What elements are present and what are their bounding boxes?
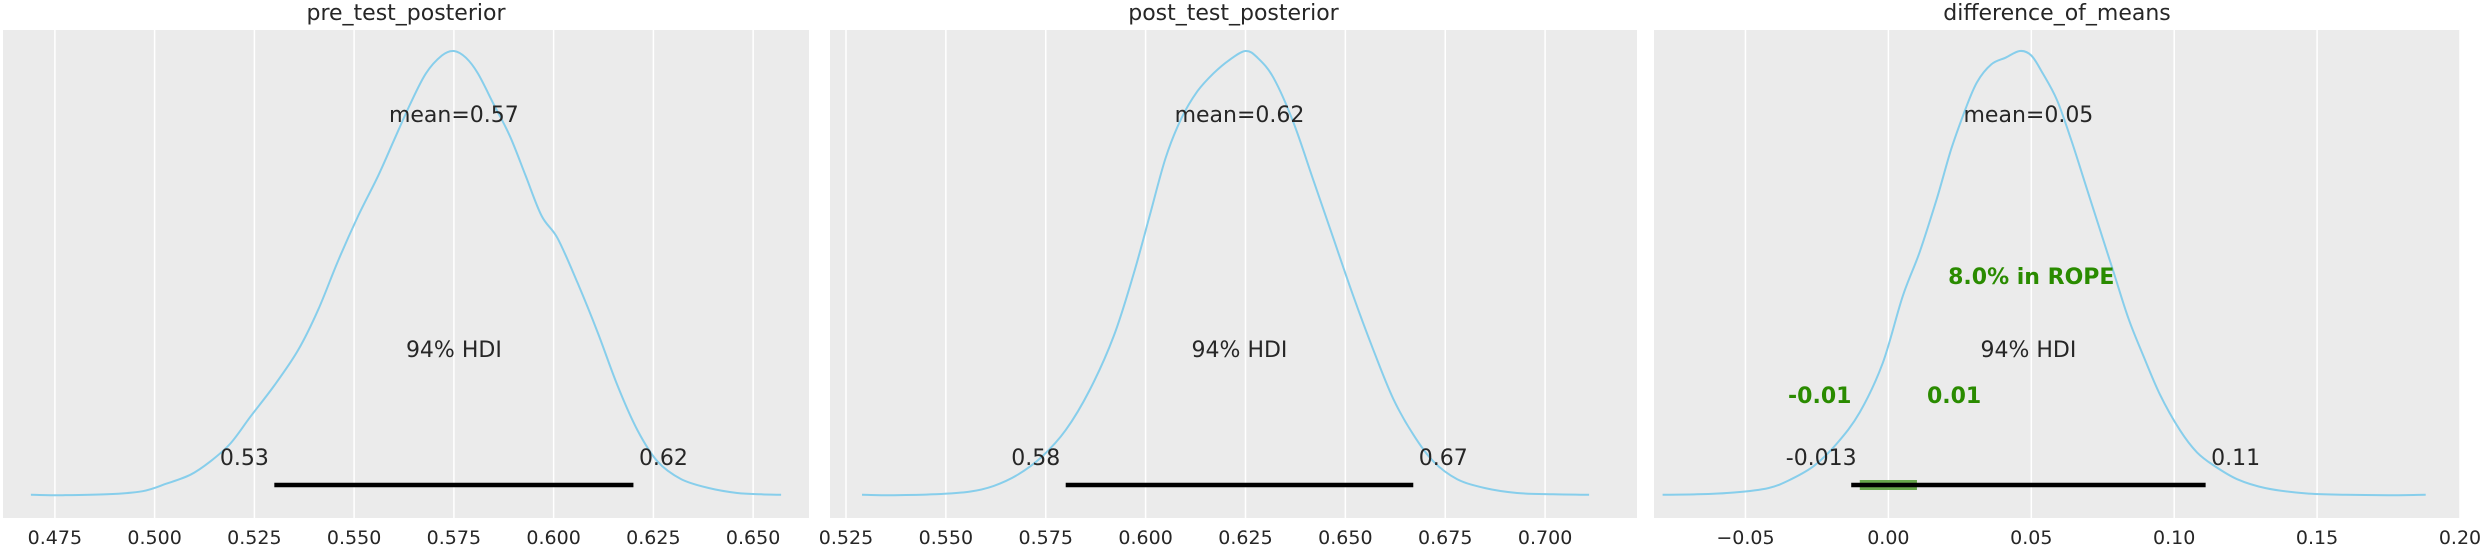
x-tick-label: 0.525 xyxy=(227,527,281,549)
plot-area xyxy=(1654,30,2460,518)
hdi-low-label: 0.53 xyxy=(220,446,269,471)
mean-label: mean=0.57 xyxy=(389,103,519,128)
mean-label: mean=0.05 xyxy=(1964,103,2094,128)
x-tick-label: 0.700 xyxy=(1518,527,1572,549)
x-tick-label: 0.575 xyxy=(427,527,481,549)
hdi-high-label: 0.67 xyxy=(1419,446,1468,471)
hdi-label: 94% HDI xyxy=(1192,338,1288,363)
x-tick-label: 0.625 xyxy=(626,527,680,549)
x-tick-label: 0.00 xyxy=(1867,527,1909,549)
x-tick-label: −0.05 xyxy=(1716,527,1774,549)
x-tick-label: 0.525 xyxy=(819,527,873,549)
rope-low-label: -0.01 xyxy=(1788,384,1851,409)
x-tick-label: 0.600 xyxy=(1118,527,1172,549)
x-tick-label: 0.675 xyxy=(1418,527,1472,549)
x-tick-label: 0.15 xyxy=(2296,527,2338,549)
hdi-high-label: 0.11 xyxy=(2211,446,2260,471)
rope-high-label: 0.01 xyxy=(1927,384,1981,409)
x-tick-label: 0.20 xyxy=(2439,527,2481,549)
hdi-high-label: 0.62 xyxy=(639,446,688,471)
panel-title: pre_test_posterior xyxy=(306,1,506,26)
hdi-label: 94% HDI xyxy=(406,338,502,363)
x-tick-label: 0.10 xyxy=(2153,527,2195,549)
panel-difference-of-means: −0.05 0.00 0.05 0.10 0.15 0.20 difference_of_m… xyxy=(1654,1,2481,549)
mean-label: mean=0.62 xyxy=(1175,103,1305,128)
panel-pre-test-posterior: 0.475 0.500 0.525 0.550 0.575 0.600 0.625 0.650… xyxy=(3,1,809,549)
x-tick-label: 0.500 xyxy=(127,527,181,549)
plot-area xyxy=(830,30,1637,518)
x-tick-label: 0.05 xyxy=(2010,527,2052,549)
x-tick-label: 0.575 xyxy=(1019,527,1073,549)
density-curve xyxy=(1662,49,2426,497)
x-tick-label: 0.650 xyxy=(1318,527,1372,549)
rope-label: 8.0% in ROPE xyxy=(1948,265,2114,290)
x-tick-label: 0.650 xyxy=(726,527,780,549)
hdi-low-label: 0.58 xyxy=(1011,446,1060,471)
x-tick-label: 0.550 xyxy=(919,527,973,549)
hdi-low-label: -0.013 xyxy=(1786,446,1857,471)
panel-post-test-posterior: 0.525 0.550 0.575 0.600 0.625 0.650 0.675 0.700… xyxy=(819,1,1637,549)
panel-title: difference_of_means xyxy=(1943,1,2171,26)
hdi-label: 94% HDI xyxy=(1980,338,2076,363)
x-tick-label: 0.550 xyxy=(327,527,381,549)
density-curve xyxy=(30,49,782,497)
x-tick-label: 0.600 xyxy=(526,527,580,549)
density-curve xyxy=(861,49,1590,497)
x-tick-label: 0.625 xyxy=(1218,527,1272,549)
panel-title: post_test_posterior xyxy=(1128,1,1339,26)
x-tick-label: 0.475 xyxy=(28,527,82,549)
